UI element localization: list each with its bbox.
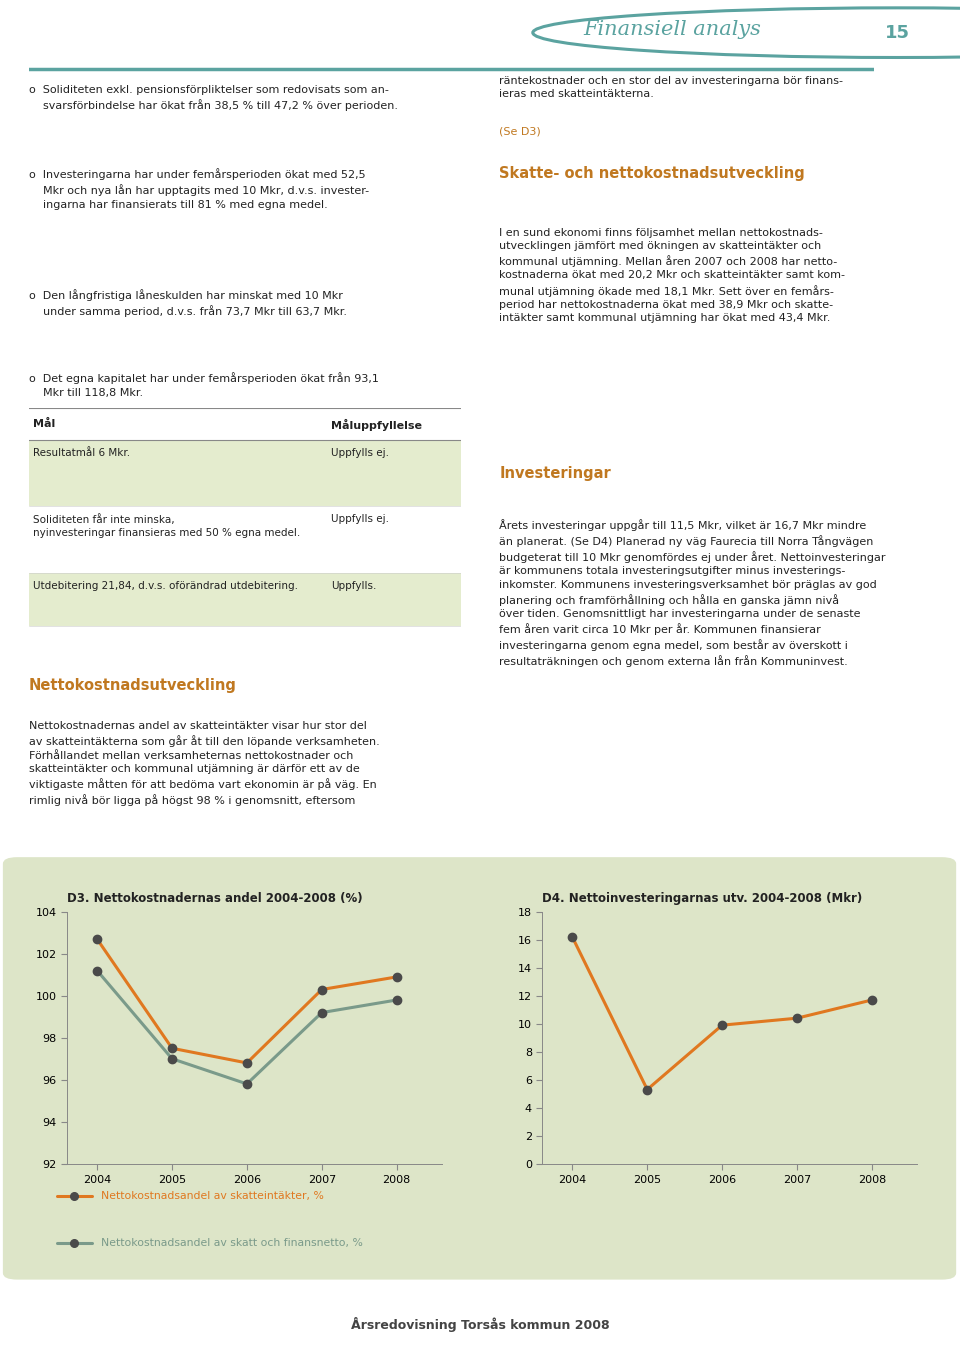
Text: Skatte- och nettokostnadsutveckling: Skatte- och nettokostnadsutveckling [499, 166, 804, 181]
Text: (Se D3): (Se D3) [499, 127, 540, 136]
Text: Nettokostnadernas andel av skatteintäkter visar hur stor del
av skatteintäkterna: Nettokostnadernas andel av skatteintäkte… [29, 721, 379, 806]
Text: o  Investeringarna har under femårsperioden ökat med 52,5
    Mkr och nya lån ha: o Investeringarna har under femårsperiod… [29, 169, 369, 210]
Text: Uppfylls ej.: Uppfylls ej. [331, 448, 389, 459]
Bar [29, 440, 461, 506]
Text: Utdebitering 21,84, d.v.s. oförändrad utdebitering.: Utdebitering 21,84, d.v.s. oförändrad ut… [33, 581, 299, 591]
Bar [29, 573, 461, 626]
Text: Mål: Mål [33, 419, 56, 429]
Text: o  Det egna kapitalet har under femårsperioden ökat från 93,1
    Mkr till 118,8: o Det egna kapitalet har under femårsper… [29, 373, 378, 397]
Text: Investeringar: Investeringar [499, 467, 611, 482]
Text: Årets investeringar uppgår till 11,5 Mkr, vilket är 16,7 Mkr mindre
än planerat.: Årets investeringar uppgår till 11,5 Mkr… [499, 519, 886, 667]
Text: Soliditeten får inte minska,
nyinvesteringar finansieras med 50 % egna medel.: Soliditeten får inte minska, nyinvesteri… [33, 514, 300, 538]
Text: I en sund ekonomi finns följsamhet mellan nettokostnads-
utvecklingen jämfört me: I en sund ekonomi finns följsamhet mella… [499, 227, 845, 324]
Bar [29, 506, 461, 573]
Text: räntekostnader och en stor del av investeringarna bör finans-
ieras med skattein: räntekostnader och en stor del av invest… [499, 76, 843, 99]
Text: Nettokostnadsandel av skatt och finansnetto, %: Nettokostnadsandel av skatt och finansne… [101, 1237, 363, 1248]
Text: o  Den långfristiga låneskulden har minskat med 10 Mkr
    under samma period, d: o Den långfristiga låneskulden har minsk… [29, 289, 347, 317]
Text: 15: 15 [885, 23, 910, 42]
Text: Nettokostnadsutveckling: Nettokostnadsutveckling [29, 678, 237, 693]
Text: Finansiell analys: Finansiell analys [583, 20, 761, 39]
Text: Årsredovisning Torsås kommun 2008: Årsredovisning Torsås kommun 2008 [350, 1316, 610, 1332]
Text: Uppfylls ej.: Uppfylls ej. [331, 514, 389, 524]
Text: Nettokostnadsandel av skatteintäkter, %: Nettokostnadsandel av skatteintäkter, % [101, 1191, 324, 1200]
Text: o  Soliditeten exkl. pensionsförpliktelser som redovisats som an-
    svarsförbi: o Soliditeten exkl. pensionsförpliktelse… [29, 84, 397, 112]
FancyBboxPatch shape [3, 857, 956, 1279]
Text: o  Finansiell målsättning 2008 med resultatmål 6 Mkr har ej uppnåtts.: o Finansiell målsättning 2008 med result… [29, 456, 420, 468]
Text: Måluppfyllelse: Måluppfyllelse [331, 419, 422, 431]
Text: Resultatmål 6 Mkr.: Resultatmål 6 Mkr. [33, 448, 131, 459]
Text: D4. Nettoinvesteringarnas utv. 2004-2008 (Mkr): D4. Nettoinvesteringarnas utv. 2004-2008… [542, 893, 863, 905]
Text: Uppfylls.: Uppfylls. [331, 581, 376, 591]
Text: D3. Nettokostnadernas andel 2004-2008 (%): D3. Nettokostnadernas andel 2004-2008 (%… [67, 893, 363, 905]
